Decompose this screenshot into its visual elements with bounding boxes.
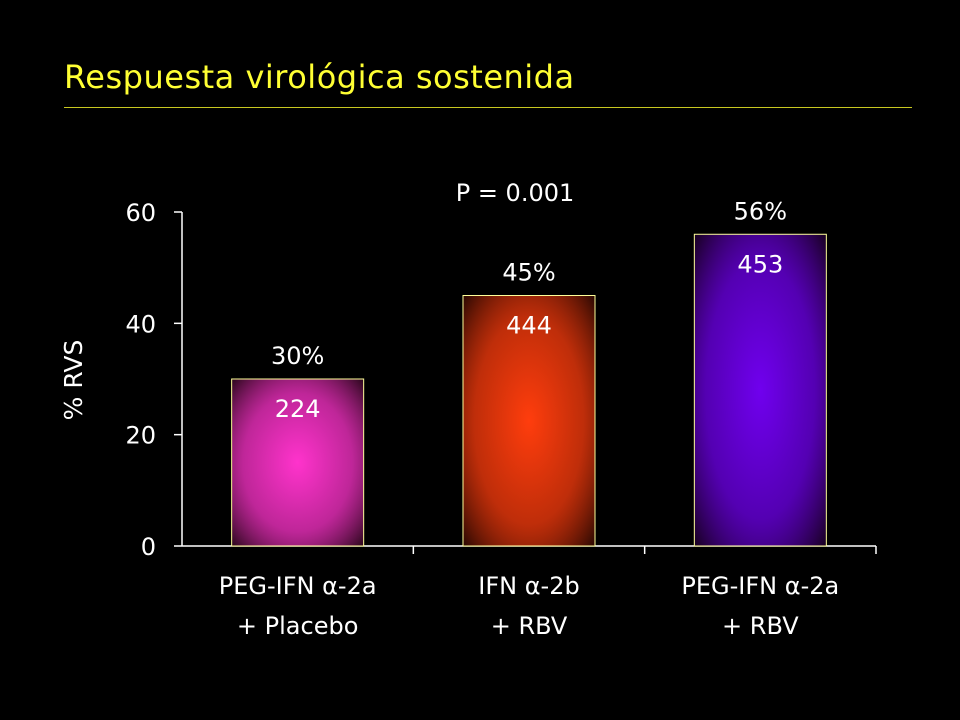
category-label-line1: PEG-IFN α-2a (681, 572, 839, 600)
bar-value-label: 56% (734, 197, 787, 225)
p-value-annotation: P = 0.001 (456, 179, 575, 207)
category-label-line2: + RBV (722, 612, 799, 640)
labels: 30% 224 PEG-IFN α-2a + Placebo 45% 444 IFN α-2… (219, 179, 839, 640)
bars (231, 233, 827, 547)
y-tick-label: 60 (125, 199, 156, 227)
bar-n-label: 224 (275, 395, 321, 423)
category-label-line1: PEG-IFN α-2a (219, 572, 377, 600)
y-tick-label: 20 (125, 422, 156, 450)
bar-value-label: 30% (271, 342, 324, 370)
y-tick-label: 0 (141, 533, 156, 561)
bar-1 (231, 378, 365, 547)
y-tick-label: 40 (125, 310, 156, 338)
bar-value-label: 45% (502, 259, 555, 287)
category-label-line2: + Placebo (237, 612, 358, 640)
bar-n-label: 444 (506, 312, 552, 340)
category-label-line1: IFN α-2b (478, 572, 579, 600)
slide-title: Respuesta virológica sostenida (64, 58, 575, 96)
category-label-line2: + RBV (491, 612, 568, 640)
y-axis-label: % RVS (59, 340, 88, 421)
bar-3 (693, 233, 827, 547)
bar-n-label: 453 (737, 250, 783, 278)
bar-2 (462, 295, 596, 547)
title-rule (64, 107, 912, 108)
